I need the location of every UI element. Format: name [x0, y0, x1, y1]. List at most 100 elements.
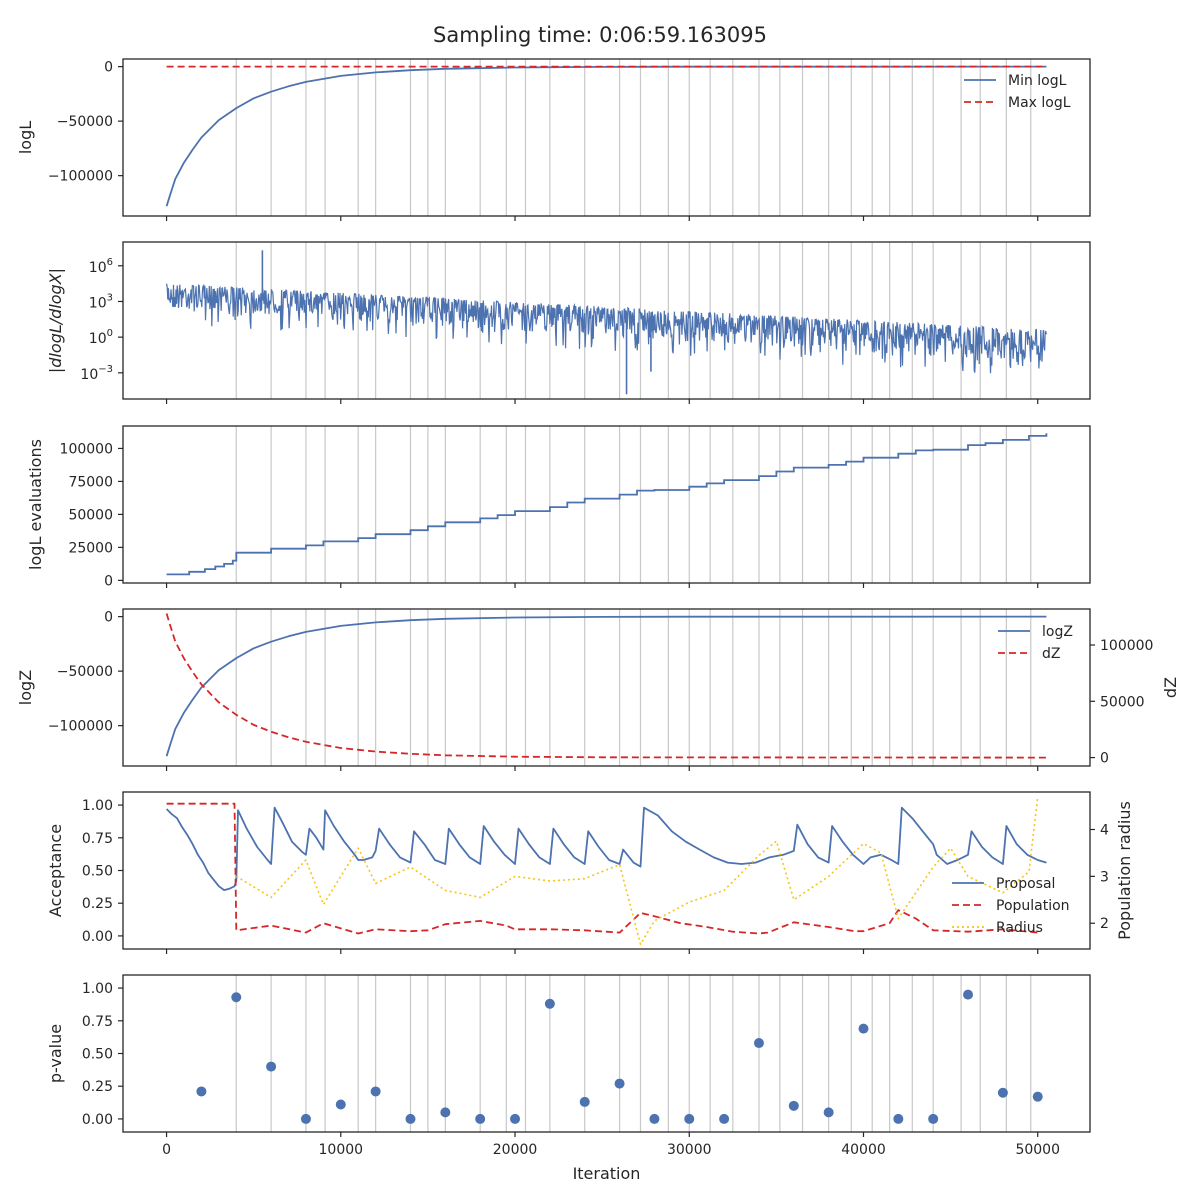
y-tick-label: 50000 — [68, 507, 113, 523]
data-point — [335, 1099, 346, 1110]
x-tick-label: 40000 — [841, 1142, 886, 1158]
panel-acceptance: 0.00 0.25 0.50 0.75 1.00 2 3 4 Acceptance Populat… — [46, 791, 1134, 954]
data-point — [893, 1113, 904, 1124]
y-axis-label: |dlogL/dlogX| — [46, 268, 65, 373]
axes-frame — [122, 241, 1091, 400]
legend-label: dZ — [1042, 646, 1060, 662]
panel-pvalue: 0.00 0.25 0.50 0.75 1.00 0 10000 20000 30000 4000… — [46, 974, 1091, 1183]
y-tick-label: 0.25 — [82, 896, 113, 912]
figure-title: Sampling time: 0:06:59.163095 — [433, 23, 767, 47]
y-axis-label: Acceptance — [46, 824, 65, 917]
data-point — [928, 1113, 939, 1124]
y-tick-label: −50000 — [57, 664, 113, 680]
y-tick-label: 0.25 — [82, 1079, 113, 1095]
data-point — [231, 992, 242, 1003]
series-line — [166, 433, 1048, 576]
tick-exponent: 0 — [107, 328, 113, 339]
tick-base: 10 — [89, 260, 107, 276]
y-axis-label: Population radius — [1115, 801, 1134, 940]
tick-exponent: 3 — [107, 292, 113, 303]
data-point — [370, 1086, 381, 1097]
y-tick-label: 0.50 — [82, 1047, 113, 1063]
y2-tick-label: 3 — [1100, 869, 1109, 885]
y-tick-label: 25000 — [68, 540, 113, 556]
legend-label: Population — [996, 898, 1070, 914]
y-tick-label: 75000 — [68, 474, 113, 490]
data-point — [788, 1100, 799, 1111]
x-tick-label: 50000 — [1015, 1142, 1060, 1158]
data-point — [300, 1113, 311, 1124]
y2-tick-label: 0 — [1100, 751, 1109, 767]
legend-label: Max logL — [1008, 95, 1071, 111]
data-point — [544, 998, 555, 1009]
y2-tick-label: 100000 — [1100, 638, 1153, 654]
x-axis-label: Iteration — [573, 1164, 641, 1183]
y-axis-label: logZ — [16, 670, 35, 705]
y-tick-label: −50000 — [57, 114, 113, 130]
series-line — [165, 806, 1047, 891]
series-line — [235, 796, 1039, 946]
series-line — [166, 802, 1038, 935]
axes-frame — [122, 58, 1091, 217]
y-tick-label: 0.00 — [82, 1112, 113, 1128]
data-point — [196, 1086, 207, 1097]
data-point — [614, 1078, 625, 1089]
tick-base: 10 — [89, 331, 107, 347]
y-tick-label: 0.50 — [82, 864, 113, 880]
data-point — [753, 1038, 764, 1049]
panel-logl: 0 −50000 −100000 logL Min logL Max logL — [16, 58, 1091, 221]
tick-exponent: −3 — [98, 364, 113, 375]
y-tick-label: −100000 — [48, 169, 113, 185]
y-tick-label: 100000 — [60, 441, 113, 457]
data-point — [475, 1113, 486, 1124]
data-point — [440, 1107, 451, 1118]
data-point — [266, 1061, 277, 1072]
data-point — [963, 989, 974, 1000]
y-tick-label: 100 — [89, 328, 113, 347]
x-tick-label: 20000 — [493, 1142, 538, 1158]
data-point — [510, 1113, 521, 1124]
panel-logz: 0 −50000 −100000 0 50000 100000 logZ dZ logZ dZ — [16, 608, 1180, 771]
series-line — [165, 615, 1047, 757]
x-tick-label: 0 — [162, 1142, 171, 1158]
series-line — [165, 613, 1047, 759]
data-point — [719, 1113, 730, 1124]
y-axis-label: p-value — [46, 1024, 65, 1083]
tick-base: 10 — [80, 367, 98, 383]
data-point — [579, 1096, 590, 1107]
tick-exponent: 6 — [107, 257, 113, 268]
y-tick-label: 103 — [89, 292, 113, 311]
data-point — [858, 1023, 869, 1034]
axes-frame — [122, 974, 1091, 1133]
tick-base: 10 — [89, 295, 107, 311]
y-tick-label: 0.00 — [82, 929, 113, 945]
y-tick-label: 0.75 — [82, 831, 113, 847]
y2-tick-label: 50000 — [1100, 694, 1145, 710]
y-tick-label: −100000 — [48, 719, 113, 735]
y-axis-label: logL — [16, 121, 35, 154]
y-tick-label: 1.00 — [82, 798, 113, 814]
legend-label: Radius — [996, 920, 1043, 936]
data-point — [823, 1107, 834, 1118]
data-point — [649, 1113, 660, 1124]
legend-label: Proposal — [996, 876, 1055, 892]
legend-label: logZ — [1042, 624, 1073, 640]
gradient-series-line — [166, 283, 1047, 374]
data-point — [684, 1113, 695, 1124]
data-point — [1032, 1091, 1043, 1102]
panel-evaluations: 0 25000 50000 75000 100000 logL evaluations — [26, 425, 1091, 589]
y-tick-label: 10−3 — [80, 364, 113, 383]
axes-frame — [122, 608, 1091, 767]
x-tick-label: 30000 — [667, 1142, 712, 1158]
data-point — [997, 1087, 1008, 1098]
y-tick-label: 1.00 — [82, 981, 113, 997]
x-tick-label: 10000 — [319, 1142, 364, 1158]
series-line — [165, 65, 1047, 207]
y-tick-label: 0.75 — [82, 1014, 113, 1030]
y-tick-label: 106 — [89, 257, 113, 276]
y-tick-label: 0 — [104, 573, 113, 589]
y2-tick-label: 4 — [1100, 822, 1109, 838]
